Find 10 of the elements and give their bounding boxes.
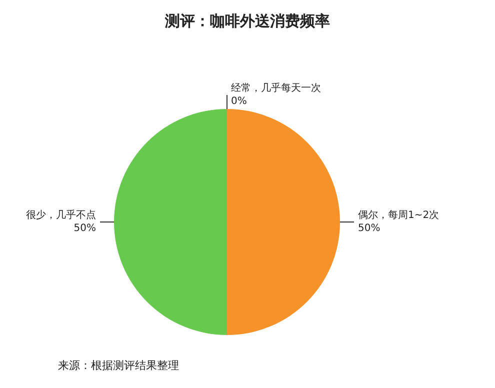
- pie-slice: [114, 109, 227, 335]
- category-label: 经常，几乎每天一次: [231, 83, 321, 94]
- data-label: 50%: [358, 223, 380, 234]
- slice-label: 偶尔，每周1~2次: [358, 209, 440, 221]
- text: 0%: [231, 96, 247, 107]
- chart-title: 测评：咖啡外送消费频率: [164, 12, 331, 31]
- pie-slice: [227, 109, 340, 335]
- data-label: 50%: [74, 223, 96, 234]
- source-note: 来源：根据测评结果整理: [58, 358, 179, 373]
- slice-label: 很少，几乎不点: [26, 209, 96, 221]
